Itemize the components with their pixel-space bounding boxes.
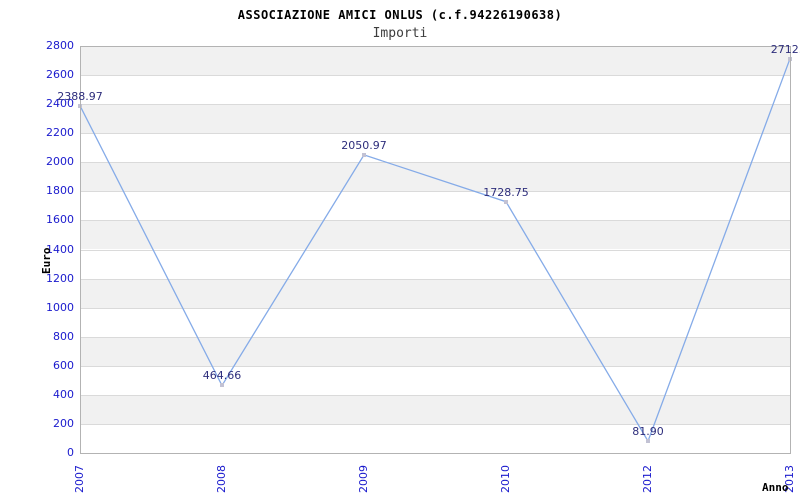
y-tick-label: 1800 xyxy=(46,184,74,198)
x-axis-title: Anno xyxy=(762,481,789,494)
x-tick-label: 2007 xyxy=(73,465,86,493)
y-tick-label: 2000 xyxy=(46,155,74,169)
chart-subtitle: Importi xyxy=(372,26,428,41)
y-tick-label: 2600 xyxy=(46,68,74,82)
y-tick-label: 1000 xyxy=(46,300,74,314)
gridline xyxy=(80,133,790,134)
gridline xyxy=(80,395,790,396)
y-tick-label: 800 xyxy=(53,329,74,343)
data-point-label: 2712.9 xyxy=(770,42,800,56)
plot-band xyxy=(80,249,790,279)
data-point-label: 464.66 xyxy=(202,369,242,383)
gridline xyxy=(80,250,790,251)
data-point-label: 2050.97 xyxy=(341,138,387,152)
gridline xyxy=(80,424,790,425)
plot-band xyxy=(80,365,790,395)
gridline xyxy=(80,366,790,367)
plot-band xyxy=(80,394,790,424)
plot-band xyxy=(80,220,790,250)
x-tick-label: 2009 xyxy=(357,465,370,493)
gridline xyxy=(80,191,790,192)
y-tick-label: 1400 xyxy=(46,242,74,256)
line-series xyxy=(79,58,791,443)
plot-band xyxy=(80,75,790,105)
data-point-label: 81.90 xyxy=(632,425,664,439)
plot-band xyxy=(80,104,790,134)
chart-title: ASSOCIAZIONE AMICI ONLUS (c.f.9422619063… xyxy=(237,8,563,22)
plot-band xyxy=(80,191,790,221)
plot-band xyxy=(80,336,790,366)
gridline xyxy=(80,75,790,76)
plot-band xyxy=(80,423,790,453)
data-point-label: 1728.75 xyxy=(483,185,529,199)
y-tick-label: 1600 xyxy=(46,213,74,227)
plot-band xyxy=(80,162,790,192)
gridline xyxy=(80,162,790,163)
y-tick-label: 2200 xyxy=(46,126,74,140)
y-tick-label: 200 xyxy=(53,416,74,430)
y-tick-label: 2800 xyxy=(46,39,74,52)
data-point-label: 2388.97 xyxy=(57,89,103,103)
data-point-marker xyxy=(362,152,366,157)
gridline xyxy=(80,220,790,221)
plot-band xyxy=(80,133,790,163)
data-point-marker xyxy=(646,439,650,444)
gridline xyxy=(80,104,790,105)
gridline xyxy=(80,308,790,309)
x-tick-label: 2012 xyxy=(641,465,654,493)
plot-band xyxy=(80,278,790,308)
y-tick-label: 2400 xyxy=(46,97,74,111)
plot-band xyxy=(80,46,790,76)
plot-band xyxy=(80,307,790,337)
y-tick-label: 1200 xyxy=(46,271,74,285)
data-point-marker xyxy=(504,199,508,204)
y-axis-title: Euro xyxy=(40,247,53,274)
gridline xyxy=(80,279,790,280)
gridline xyxy=(80,337,790,338)
y-tick-label: 600 xyxy=(53,358,74,372)
y-tick-label: 400 xyxy=(53,387,74,401)
x-tick-label: 2010 xyxy=(499,465,512,493)
plot-area xyxy=(80,46,791,454)
x-tick-label: 2008 xyxy=(215,465,228,493)
y-tick-label: 0 xyxy=(67,446,74,459)
data-point-marker xyxy=(220,383,224,388)
